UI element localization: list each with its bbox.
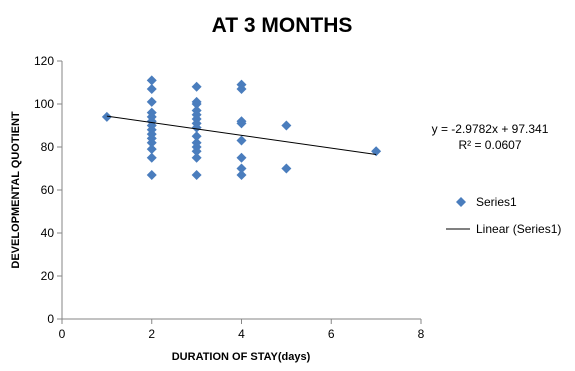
legend: Series1 Linear (Series1) [446, 195, 561, 236]
x-tick-label: 6 [328, 327, 335, 341]
y-tick-label: 20 [41, 269, 55, 283]
data-point [236, 118, 247, 129]
y-tick-label: 40 [41, 226, 55, 240]
data-points [101, 75, 382, 180]
y-tick-label: 100 [34, 97, 54, 111]
data-point [236, 169, 247, 180]
data-point [191, 99, 202, 109]
legend-series-marker [456, 197, 466, 207]
y-tick-label: 120 [34, 54, 54, 68]
data-point [191, 146, 202, 157]
data-point [146, 96, 157, 107]
x-axis-title: DURATION OF STAY(days) [172, 351, 311, 363]
data-point [191, 122, 202, 133]
data-point [146, 152, 157, 163]
data-point [146, 75, 157, 86]
x-axis-ticks: 0 2 4 6 8 [59, 319, 425, 341]
y-tick-label: 60 [41, 183, 55, 197]
y-axis-ticks: 0 20 40 60 80 100 120 [34, 54, 62, 326]
x-tick-label: 4 [238, 327, 245, 341]
data-point [146, 169, 157, 180]
data-point [281, 163, 292, 174]
data-point [146, 137, 157, 148]
trendline-group [106, 115, 377, 156]
y-tick-label: 0 [47, 312, 54, 326]
x-tick-label: 8 [418, 327, 425, 341]
data-point [146, 144, 157, 155]
y-tick-label: 80 [41, 140, 55, 154]
trendline-equation: y = -2.9782x + 97.341 [432, 122, 549, 136]
data-point [236, 152, 247, 163]
r-squared-label: R² = 0.0607 [458, 138, 521, 152]
chart-title: AT 3 MONTHS [212, 14, 353, 37]
data-point [236, 135, 247, 146]
x-tick-label: 0 [59, 327, 66, 341]
legend-series-label: Series1 [476, 195, 517, 209]
legend-trend-label: Linear (Series1) [476, 222, 561, 236]
axes [61, 61, 421, 320]
data-point [101, 111, 112, 122]
data-point [236, 163, 247, 174]
trendline [106, 115, 377, 156]
y-axis-title: DEVELOPMENTAL QUOTIENT [10, 111, 22, 269]
data-point [191, 131, 202, 142]
data-point [146, 83, 157, 94]
data-point [191, 152, 202, 163]
data-point [191, 81, 202, 92]
data-point [371, 146, 382, 157]
data-point [191, 169, 202, 180]
data-point [236, 83, 247, 94]
x-tick-label: 2 [148, 327, 155, 341]
data-point [281, 120, 292, 131]
